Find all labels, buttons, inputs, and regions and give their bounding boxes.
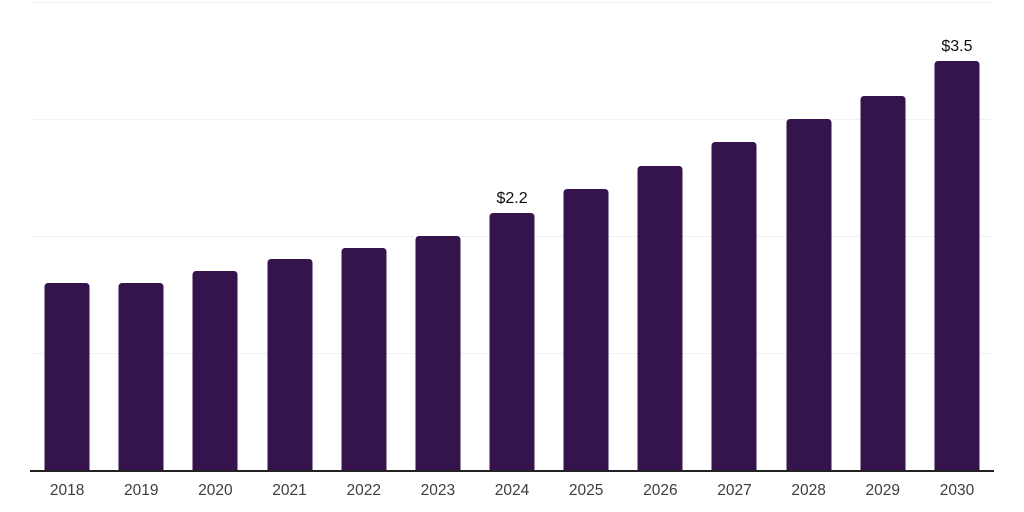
bar-column-2020	[178, 2, 252, 470]
x-tick-2023: 2023	[420, 482, 456, 499]
bar-column-2019	[104, 2, 178, 470]
x-tick-2028: 2028	[791, 482, 826, 499]
x-tick-2020: 2020	[198, 482, 233, 499]
gridline-3	[30, 119, 994, 120]
bar-column-2030: $3.5	[920, 2, 994, 470]
x-tick-2027: 2027	[717, 482, 752, 499]
bar-column-2018	[30, 2, 104, 470]
x-tick-2029: 2029	[865, 482, 901, 499]
bar-column-2028	[772, 2, 846, 470]
x-tick-2018: 2018	[49, 482, 85, 499]
bar-2019	[118, 282, 164, 470]
bar-2024	[489, 212, 535, 470]
bar-column-2024: $2.2	[475, 2, 549, 470]
bar-2027	[711, 142, 757, 470]
bar-2025	[563, 189, 609, 470]
bar-column-2029	[846, 2, 920, 470]
bar-2028	[786, 119, 832, 470]
x-tick-2024: 2024	[494, 482, 530, 499]
bar-2023	[415, 236, 461, 470]
plot-area: $2.2 $3.5	[30, 2, 994, 470]
x-tick-2030: 2030	[939, 482, 975, 499]
bar-2022	[341, 247, 387, 470]
x-tick-2021: 2021	[272, 482, 307, 499]
bar-column-2027	[697, 2, 771, 470]
x-axis-line	[30, 470, 994, 472]
bar-column-2025	[549, 2, 623, 470]
bar-2030	[934, 60, 980, 470]
x-tick-2025: 2025	[568, 482, 604, 499]
bar-column-2021	[252, 2, 326, 470]
bar-2026	[637, 165, 683, 470]
bar-2029	[860, 95, 906, 470]
bar-value-label-2024: $2.2	[496, 190, 528, 208]
x-tick-2022: 2022	[346, 482, 381, 499]
gridline-4	[30, 2, 994, 3]
bar-2020	[192, 271, 238, 470]
x-tick-2019: 2019	[123, 482, 159, 499]
bar-column-2022	[327, 2, 401, 470]
x-axis-labels: 2018 2019 2020 2021 2022 2023 2024 2025 2026 2027…	[30, 482, 994, 500]
bar-value-label-2030: $3.5	[941, 37, 973, 55]
x-tick-2026: 2026	[643, 482, 678, 499]
bar-column-2026	[623, 2, 697, 470]
bar-column-2023	[401, 2, 475, 470]
bar-2018	[44, 282, 90, 470]
bar-2021	[267, 259, 313, 470]
bars-layer: $2.2 $3.5	[30, 2, 994, 470]
